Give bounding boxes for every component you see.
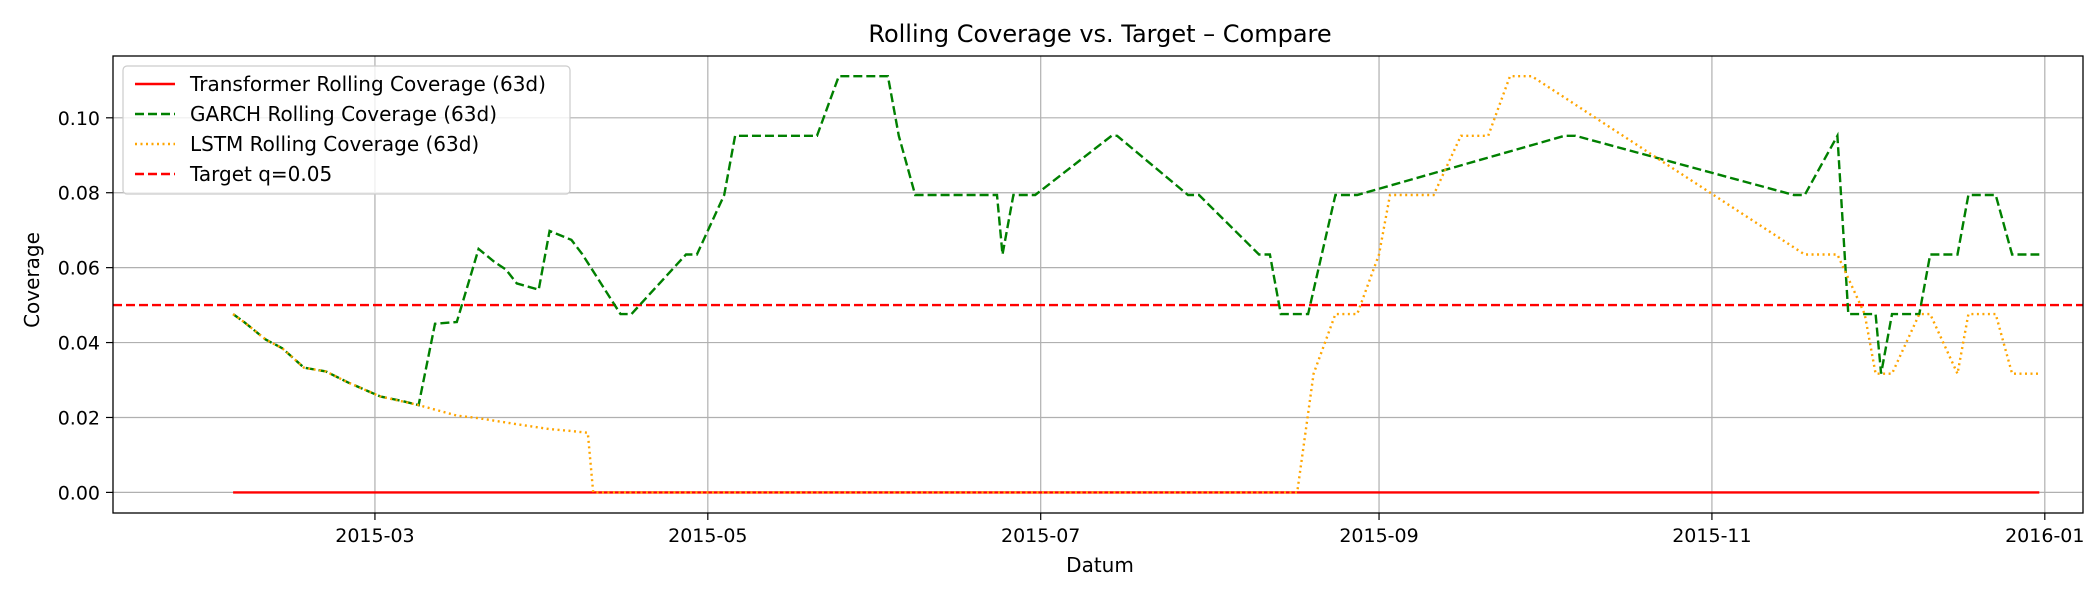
garch-rolling-coverage-63d-line xyxy=(232,74,2040,407)
x-tick-label: 2016-01 xyxy=(2005,525,2084,547)
lstm-rolling-coverage-63d-line xyxy=(232,74,2040,494)
y-tick-label: 0.08 xyxy=(58,183,100,205)
y-axis-label: Coverage xyxy=(20,232,44,328)
y-tick-label: 0.00 xyxy=(58,482,100,504)
y-tick-label: 0.02 xyxy=(58,407,100,429)
x-axis-label: Datum xyxy=(1066,553,1134,577)
legend: Transformer Rolling Coverage (63d) GARCH … xyxy=(122,65,571,195)
x-tick-label: 2015-03 xyxy=(335,525,414,547)
x-tick-label: 2015-09 xyxy=(1339,525,1418,547)
chart-title: Rolling Coverage vs. Target – Compare xyxy=(868,20,1331,48)
series-lines xyxy=(113,74,2083,494)
legend-label-lstm-rolling-coverage-63d: LSTM Rolling Coverage (63d) xyxy=(190,132,479,156)
legend-label-garch-rolling-coverage-63d: GARCH Rolling Coverage (63d) xyxy=(190,102,497,126)
x-tick-label: 2015-05 xyxy=(668,525,747,547)
plot-frame xyxy=(112,55,2084,514)
axis-ticks: 2015-03 2015-05 2015-07 2015-09 2015-11 2016-… xyxy=(58,108,2085,547)
y-tick-label: 0.04 xyxy=(58,333,100,355)
legend-box xyxy=(122,65,571,195)
x-tick-label: 2015-07 xyxy=(1001,525,1080,547)
x-tick-label: 2015-11 xyxy=(1672,525,1751,547)
y-tick-label: 0.10 xyxy=(58,108,100,130)
y-tick-label: 0.06 xyxy=(58,258,100,280)
legend-label-transformer-rolling-coverage-63d: Transformer Rolling Coverage (63d) xyxy=(189,72,546,96)
legend-label-target-q-0-05: Target q=0.05 xyxy=(189,162,332,186)
